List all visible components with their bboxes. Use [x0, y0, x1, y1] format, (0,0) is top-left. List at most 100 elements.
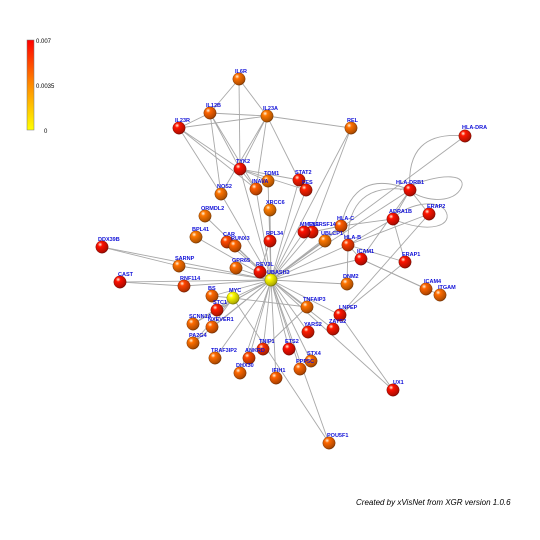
- node-tom1[interactable]: TOM1: [261, 171, 279, 188]
- node-circle[interactable]: [422, 207, 436, 221]
- node-circle[interactable]: [344, 121, 358, 135]
- node-ormdl2[interactable]: ORMDL2: [198, 206, 224, 223]
- node-stc1[interactable]: STC1: [210, 300, 227, 317]
- node-il12b[interactable]: IL12B: [203, 103, 221, 120]
- node-circle[interactable]: [233, 162, 247, 176]
- node-circle[interactable]: [300, 300, 314, 314]
- node-icam1[interactable]: ICAM1: [354, 249, 374, 266]
- node-ets2[interactable]: ETS2: [282, 339, 299, 356]
- node-circle[interactable]: [293, 362, 307, 376]
- node-pa2g4[interactable]: PA2G4: [186, 333, 208, 350]
- node-circle[interactable]: [228, 239, 242, 253]
- node-bs[interactable]: BS: [205, 286, 219, 303]
- node-circle[interactable]: [269, 371, 283, 385]
- node-hla-b[interactable]: HLA-B: [341, 235, 361, 252]
- node-traf3ip2[interactable]: TRAF3IP2: [208, 348, 237, 365]
- node-circle[interactable]: [95, 240, 109, 254]
- node-hla-drb1[interactable]: HLA-DRB1: [396, 180, 424, 197]
- node-scnn1a[interactable]: SCNN1A: [186, 314, 212, 331]
- node-circle[interactable]: [172, 259, 186, 273]
- node-zays2[interactable]: ZAYS2: [326, 319, 346, 336]
- node-nos2[interactable]: NOS2: [214, 184, 232, 201]
- node-circle[interactable]: [301, 325, 315, 339]
- node-circle[interactable]: [186, 317, 200, 331]
- node-circle[interactable]: [233, 366, 247, 380]
- node-circle[interactable]: [214, 187, 228, 201]
- node-dhx30[interactable]: DHX30: [233, 363, 254, 380]
- node-circle[interactable]: [386, 212, 400, 226]
- node-circle[interactable]: [333, 308, 347, 322]
- node-hla-dra[interactable]: HLA-DRA: [458, 125, 487, 143]
- node-ankrd[interactable]: ANKRD: [242, 348, 265, 365]
- node-stat2[interactable]: STAT2: [292, 170, 312, 187]
- node-circle[interactable]: [433, 288, 447, 302]
- node-circle[interactable]: [113, 275, 127, 289]
- node-ddx39b[interactable]: DDX39B: [95, 237, 120, 254]
- node-mmel1[interactable]: MMEL1: [297, 222, 319, 239]
- node-gpr65[interactable]: GPR65: [229, 258, 250, 275]
- node-circle[interactable]: [318, 234, 332, 248]
- node-ublcp1[interactable]: UBLCP1: [318, 231, 343, 248]
- node-sarnp[interactable]: SARNP: [172, 256, 195, 273]
- node-circle[interactable]: [340, 277, 354, 291]
- node-circle[interactable]: [398, 255, 412, 269]
- node-circle[interactable]: [249, 182, 263, 196]
- node-circle[interactable]: [326, 322, 340, 336]
- node-ux1[interactable]: UX1: [386, 380, 404, 397]
- node-il23r[interactable]: IL23R: [172, 118, 190, 135]
- node-circle[interactable]: [208, 351, 222, 365]
- node-inava[interactable]: INAVA: [249, 179, 269, 196]
- node-circle[interactable]: [256, 342, 270, 356]
- node-circle[interactable]: [334, 219, 348, 233]
- node-hla-c[interactable]: HLA-C: [334, 216, 354, 233]
- node-yars2[interactable]: YARS2: [301, 322, 322, 339]
- node-circle[interactable]: [205, 320, 219, 334]
- node-adra1b[interactable]: ADRA1B: [386, 209, 412, 226]
- node-circle[interactable]: [203, 106, 217, 120]
- node-circle[interactable]: [299, 183, 313, 197]
- node-cast[interactable]: CAST: [113, 272, 134, 289]
- node-circle[interactable]: [229, 261, 243, 275]
- node-circle[interactable]: [198, 209, 212, 223]
- node-circle[interactable]: [186, 336, 200, 350]
- node-circle[interactable]: [403, 183, 417, 197]
- node-circle[interactable]: [172, 121, 186, 135]
- node-icam4[interactable]: ICAM4: [419, 279, 442, 296]
- node-circle[interactable]: [205, 289, 219, 303]
- node-fes[interactable]: FES: [299, 180, 313, 197]
- node-ifih1[interactable]: IFIH1: [269, 368, 286, 385]
- node-dnm2[interactable]: DNM2: [340, 274, 359, 291]
- node-circle[interactable]: [386, 383, 400, 397]
- node-circle[interactable]: [263, 234, 277, 248]
- node-pou5f1[interactable]: POU5F1: [322, 433, 349, 450]
- node-bpl41[interactable]: BPL41: [189, 227, 209, 244]
- node-circle[interactable]: [458, 129, 472, 143]
- node-circle[interactable]: [419, 282, 433, 296]
- node-runx3[interactable]: RUNX3: [228, 236, 250, 253]
- node-ubash3[interactable]: UBASH3: [264, 270, 290, 287]
- node-xrcc6[interactable]: XRCC6: [263, 200, 285, 217]
- node-nxever1[interactable]: NXEVER1: [205, 317, 234, 334]
- node-circle[interactable]: [226, 291, 240, 305]
- node-erap1[interactable]: ERAP1: [398, 252, 421, 269]
- node-circle[interactable]: [354, 252, 368, 266]
- node-circle[interactable]: [260, 109, 274, 123]
- node-stx4[interactable]: STX4: [304, 351, 322, 368]
- node-tnip1[interactable]: TNIP1: [256, 339, 275, 356]
- node-ppp5c[interactable]: PPP5C: [293, 359, 314, 376]
- node-itgam[interactable]: ITGAM: [433, 285, 456, 302]
- node-circle[interactable]: [341, 238, 355, 252]
- node-il23a[interactable]: IL23A: [260, 106, 278, 123]
- node-rpl34[interactable]: RPL34: [263, 231, 284, 248]
- node-il6r[interactable]: IL6R: [232, 69, 247, 86]
- node-tnfaip3[interactable]: TNFAIP3: [300, 297, 326, 314]
- node-circle[interactable]: [263, 203, 277, 217]
- node-circle[interactable]: [264, 273, 278, 287]
- node-rev3l[interactable]: REV3L: [253, 262, 275, 279]
- node-myc[interactable]: MYC: [226, 288, 241, 305]
- node-rel[interactable]: REL: [344, 118, 359, 135]
- node-circle[interactable]: [297, 225, 311, 239]
- node-lnpep[interactable]: LNPEP: [333, 305, 358, 322]
- node-circle[interactable]: [242, 351, 256, 365]
- node-circle[interactable]: [304, 354, 318, 368]
